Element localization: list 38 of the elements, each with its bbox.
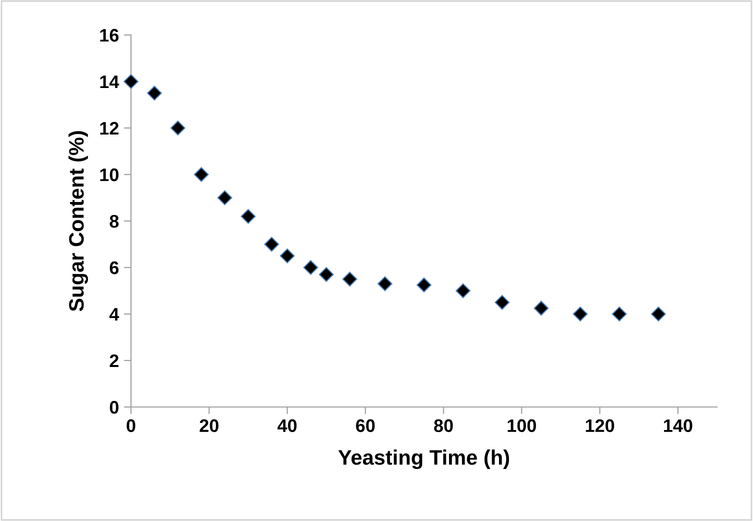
point [240,208,256,224]
y-tick-label: 0 [110,400,118,414]
y-tick-label: 14 [100,76,120,88]
point [456,283,470,298]
point [342,272,358,287]
y-tick-label: 4 [109,308,120,321]
y-tick-label: 16 [100,28,119,42]
x-tick-label: 60 [356,419,375,432]
point [147,86,162,101]
x-tick-label: 0 [126,419,136,432]
point [280,248,295,264]
y-axis-title: Sugar Content (%) [68,131,88,312]
y-tick-label: 2 [110,354,118,368]
point [318,267,334,282]
x-axis-title: Yeasting Time (h) [338,450,510,470]
point [494,294,510,310]
point [650,306,666,322]
y-tick-label: 6 [110,261,119,274]
point [303,260,318,275]
point [124,74,138,89]
x-tick-label: 40 [278,419,297,432]
point [194,167,209,182]
point [534,300,549,316]
point [572,306,588,322]
point [612,306,627,322]
point [264,236,280,252]
x-tick-label: 80 [434,419,453,432]
y-tick-label: 8 [110,214,119,228]
point [170,120,186,136]
y-tick-label: 12 [100,122,118,135]
x-tick-label: 20 [200,419,218,432]
point [378,276,392,292]
x-tick-label: 100 [508,419,536,432]
point [217,190,232,206]
point [416,278,432,292]
x-tick-label: 120 [586,419,614,432]
x-tick-label: 140 [664,419,692,432]
y-tick-label: 10 [100,168,118,182]
